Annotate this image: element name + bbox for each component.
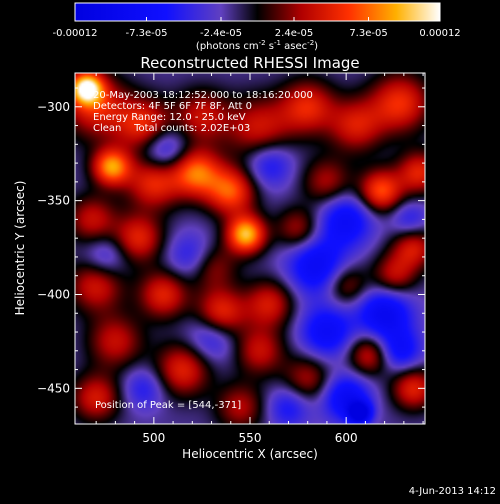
y-axis-title: Heliocentric Y (arcsec) bbox=[13, 181, 27, 316]
colorbar-tick-label: 2.4e-05 bbox=[275, 28, 313, 39]
axes: 500 550 600 −300 −350 −400 −450 bbox=[37, 73, 425, 445]
peak-position-label: Position of Peak = [544,-371] bbox=[95, 400, 241, 411]
annotation-clean-counts: Clean Total counts: 2.02E+03 bbox=[93, 123, 250, 134]
annotation-energy-range: Energy Range: 12.0 - 25.0 keV bbox=[93, 112, 246, 123]
y-tick-label: −400 bbox=[37, 287, 70, 301]
heatmap-canvas bbox=[75, 73, 425, 424]
heatmap-image bbox=[75, 73, 425, 424]
x-tick-label: 600 bbox=[335, 431, 358, 445]
info-annotations: 20-May-2003 18:12:52.000 to 18:16:20.000… bbox=[93, 90, 313, 411]
annotation-detectors: Detectors: 4F 5F 6F 7F 8F, Att 0 bbox=[93, 101, 252, 112]
colorbar-tick-label: 7.3e-05 bbox=[349, 28, 387, 39]
x-axis-title: Heliocentric X (arcsec) bbox=[182, 447, 318, 461]
colorbar-gradient bbox=[75, 3, 440, 21]
colorbar-unit-label: (photons cm-2 s-1 asec-2) bbox=[196, 39, 318, 52]
x-tick-label: 550 bbox=[239, 431, 262, 445]
x-tick-label: 500 bbox=[142, 431, 165, 445]
y-tick-label: −350 bbox=[37, 194, 70, 208]
colorbar-tick-label: -7.3e-05 bbox=[125, 28, 167, 39]
colorbar-tick-label: 0.00012 bbox=[419, 28, 460, 39]
colorbar: -0.00012 -7.3e-05 -2.4e-05 2.4e-05 7.3e-05 0.… bbox=[53, 2, 461, 52]
chart-title: Reconstructed RHESSI Image bbox=[140, 54, 359, 72]
colorbar-tick-label: -2.4e-05 bbox=[200, 28, 242, 39]
colorbar-frame bbox=[74, 2, 441, 22]
footer-date: 4-Jun-2013 14:12 bbox=[409, 486, 496, 497]
annotation-time-range: 20-May-2003 18:12:52.000 to 18:16:20.000 bbox=[93, 90, 313, 101]
colorbar-tick-label: -0.00012 bbox=[53, 28, 98, 39]
y-tick-label: −300 bbox=[37, 100, 70, 114]
y-tick-label: −450 bbox=[37, 381, 70, 395]
